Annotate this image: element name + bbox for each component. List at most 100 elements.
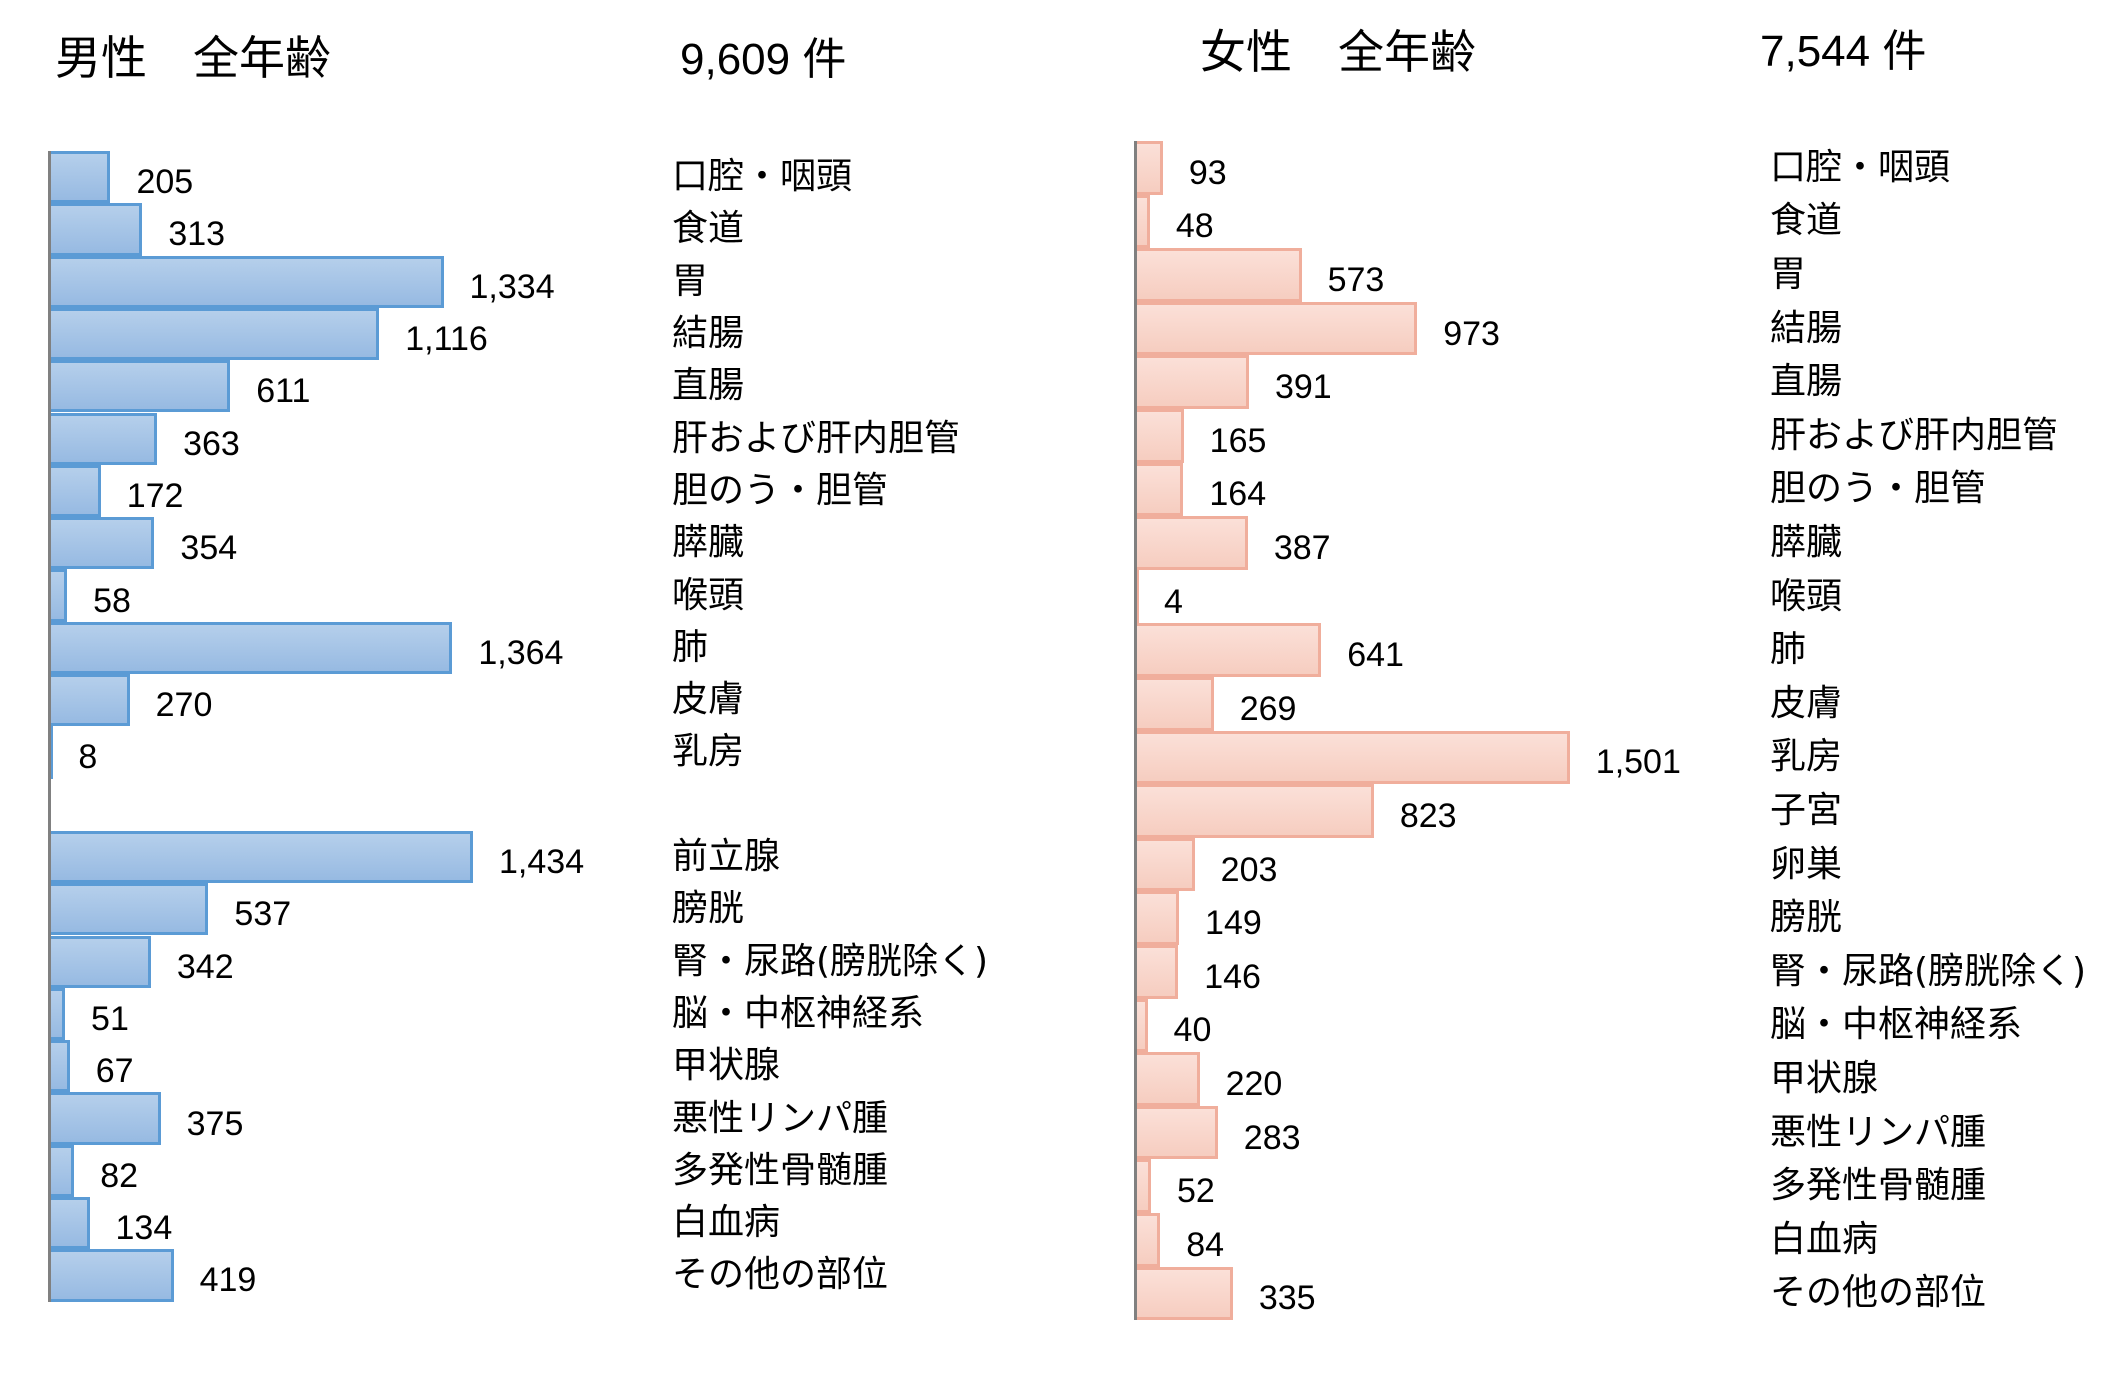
data-label: 363 [183,424,240,463]
bar-row: 419 その他の部位 [50,1249,1050,1302]
bar-row: 146 腎・尿路(膀胱除く) [1136,945,2112,999]
bar [1136,569,1139,624]
male-bar-chart: 205 口腔・咽頭 313 食道 1,334 胃 1,116 結腸 611 直腸 363 肝および肝内… [48,151,1050,1302]
category-label: 口腔・咽頭 [672,156,853,198]
data-label: 354 [180,529,238,568]
male-chart-title: 男性 全年齢 [55,31,331,85]
category-label: 直腸 [1770,361,1843,403]
data-label: 283 [1243,1118,1301,1157]
category-label: 腎・尿路(膀胱除く) [1770,950,2087,992]
data-label: 58 [93,581,131,620]
data-label: 93 [1188,153,1227,192]
data-label: 8 [78,738,98,777]
bar [1136,1052,1200,1106]
data-label: 146 [1204,957,1261,996]
bar-row: 537 膀胱 [50,883,1050,936]
bar [50,360,231,413]
data-label: 823 [1399,796,1457,835]
category-label: 膵臓 [1770,522,1843,563]
bar-row: 149 膀胱 [1136,891,2112,945]
category-label: 白血病 [672,1202,781,1244]
bar [1136,1266,1233,1321]
category-label: 口腔・咽頭 [1770,146,1951,188]
category-label: 肺 [672,626,709,668]
bar-row: 165 肝および肝内胆管 [1136,409,2112,463]
data-label: 134 [115,1209,173,1248]
data-label: 1,116 [405,320,488,359]
bar-row: 93 口腔・咽頭 [1136,141,2112,195]
bar [50,674,130,727]
category-label: 喉頭 [1770,575,1843,617]
category-label: 肝および肝内胆管 [1770,414,2059,456]
bar [50,1249,174,1302]
data-label: 51 [91,999,129,1038]
bar-row: 391 直腸 [1136,355,2112,409]
category-label: 肺 [1770,629,1807,671]
bar [1136,462,1184,517]
category-label: 結腸 [672,313,745,355]
data-label: 1,501 [1595,743,1681,782]
bar-row: 641 肺 [1136,623,2112,677]
male-total-count: 9,609 件 [680,35,847,84]
data-label: 164 [1209,475,1267,514]
category-label: その他の部位 [672,1254,889,1296]
category-label: 肝および肝内胆管 [672,417,961,459]
bar-row: 283 悪性リンパ腫 [1136,1105,2112,1160]
category-label: 多発性骨髄腫 [672,1149,889,1191]
bar [50,1092,161,1145]
data-label: 203 [1220,850,1278,889]
bar [50,883,209,936]
y-axis-line [1134,141,1137,1321]
bar [50,464,101,518]
category-label: 直腸 [672,365,745,407]
bar-row: 1,116 結腸 [50,307,1050,361]
bar [1136,945,1179,999]
bar-row: 269 皮膚 [1136,677,2112,731]
female-total-count: 7,544 件 [1760,27,1927,76]
bar [1136,1105,1218,1160]
category-label: 脳・中枢神経系 [1770,1004,2023,1046]
data-label: 82 [100,1156,139,1195]
bar [50,621,453,674]
bar-row: 270 皮膚 [50,674,1050,727]
data-label: 313 [168,215,226,254]
data-label: 1,434 [499,843,585,882]
bar-row: 973 結腸 [1136,301,2112,356]
bar-row: 51 脳・中枢神経系 [50,987,1050,1041]
bar [50,726,53,779]
data-label: 52 [1177,1172,1215,1211]
bar-row: 611 直腸 [50,360,1050,413]
bar-row: 48 食道 [1136,194,2112,249]
bar [50,1197,90,1250]
bar [50,412,158,465]
bar-row: 205 口腔・咽頭 [50,151,1050,204]
category-label: 甲状腺 [672,1045,781,1087]
bar-row [50,779,1050,831]
bar [1136,355,1249,409]
bar [50,935,151,988]
bar-row: 67 甲状腺 [50,1040,1050,1093]
bar [1136,1159,1152,1213]
category-label: 膀胱 [672,888,745,930]
bar [1136,409,1184,463]
bar [50,517,155,570]
bar-row: 573 胃 [1136,248,2112,302]
bar [1136,730,1570,785]
category-label: 結腸 [1770,307,1843,349]
bar [50,203,143,256]
category-label: 胆のう・胆管 [672,469,889,511]
data-label: 419 [199,1261,257,1300]
category-label: 皮膚 [672,679,745,721]
bar [50,307,380,361]
data-label: 205 [136,163,194,202]
bar-row: 313 食道 [50,203,1050,256]
bar [1136,891,1180,945]
bar-row: 52 多発性骨髄腫 [1136,1159,2112,1213]
data-label: 387 [1273,528,1331,567]
category-label: 胆のう・胆管 [1770,468,1987,510]
bar [1136,1213,1161,1267]
bar [50,830,474,884]
bar-row: 172 胆のう・胆管 [50,464,1050,518]
bar [1136,623,1322,677]
bar-row: 342 腎・尿路(膀胱除く) [50,935,1050,988]
